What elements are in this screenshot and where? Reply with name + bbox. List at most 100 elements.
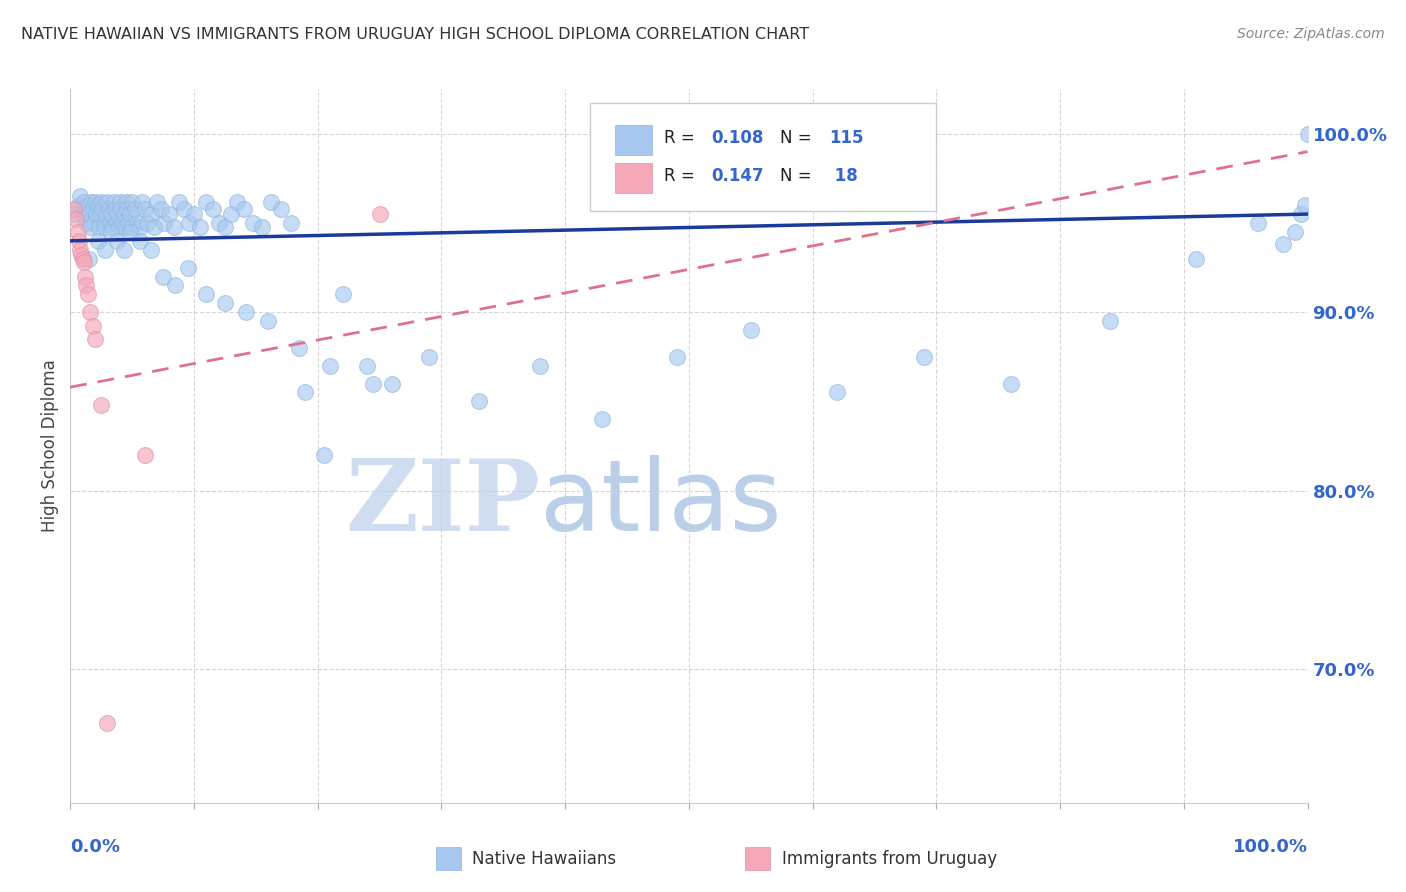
- Point: [226, 194, 249, 209]
- Point: [97, 202, 120, 216]
- Point: [128, 234, 150, 248]
- Point: [70, 248, 93, 262]
- Text: atlas: atlas: [540, 455, 782, 551]
- Point: [153, 216, 176, 230]
- Point: [69, 243, 91, 257]
- Point: [319, 359, 342, 373]
- Point: [73, 194, 96, 209]
- Point: [76, 198, 98, 212]
- Text: Native Hawaiians: Native Hawaiians: [472, 849, 617, 868]
- Point: [177, 216, 200, 230]
- Point: [250, 219, 273, 234]
- Point: [152, 269, 174, 284]
- Point: [96, 207, 118, 221]
- Point: [294, 385, 316, 400]
- Point: [195, 287, 218, 301]
- Point: [270, 202, 292, 216]
- Point: [86, 198, 108, 212]
- Point: [467, 394, 489, 409]
- Point: [139, 243, 162, 257]
- Point: [93, 216, 115, 230]
- Point: [100, 225, 122, 239]
- Point: [77, 207, 100, 221]
- Point: [912, 350, 935, 364]
- Point: [84, 194, 107, 209]
- Text: 0.108: 0.108: [711, 129, 763, 147]
- Point: [173, 202, 195, 216]
- Point: [1247, 216, 1270, 230]
- Point: [90, 194, 112, 209]
- Point: [75, 269, 97, 284]
- Point: [529, 359, 551, 373]
- Point: [219, 207, 242, 221]
- Point: [214, 296, 236, 310]
- Text: 0.147: 0.147: [711, 168, 763, 186]
- Text: Immigrants from Uruguay: Immigrants from Uruguay: [782, 849, 997, 868]
- Point: [146, 194, 169, 209]
- Point: [381, 376, 404, 391]
- Point: [63, 202, 86, 216]
- Point: [188, 219, 211, 234]
- Bar: [614, 162, 652, 193]
- Point: [83, 216, 105, 230]
- Point: [94, 243, 117, 257]
- Point: [75, 216, 97, 230]
- Point: [79, 305, 101, 319]
- Point: [288, 341, 311, 355]
- Point: [149, 202, 172, 216]
- Point: [94, 219, 117, 234]
- Point: [201, 202, 224, 216]
- Text: R =: R =: [664, 129, 700, 147]
- Point: [134, 448, 156, 462]
- Point: [114, 219, 136, 234]
- Point: [63, 207, 86, 221]
- Point: [110, 202, 132, 216]
- Point: [84, 332, 107, 346]
- Point: [105, 216, 128, 230]
- Point: [183, 207, 205, 221]
- Point: [118, 207, 141, 221]
- Point: [332, 287, 354, 301]
- Point: [117, 216, 139, 230]
- Point: [120, 219, 142, 234]
- Point: [75, 278, 97, 293]
- Point: [96, 715, 118, 730]
- Point: [1284, 225, 1306, 239]
- Point: [208, 216, 231, 230]
- Point: [139, 207, 162, 221]
- Bar: [614, 125, 652, 155]
- Point: [67, 198, 90, 212]
- Text: N =: N =: [780, 129, 817, 147]
- Point: [87, 219, 110, 234]
- Point: [101, 219, 124, 234]
- Point: [82, 319, 104, 334]
- FancyBboxPatch shape: [591, 103, 936, 211]
- Point: [105, 207, 128, 221]
- Point: [312, 448, 335, 462]
- Point: [73, 255, 96, 269]
- Point: [131, 194, 153, 209]
- Point: [368, 207, 391, 221]
- Point: [195, 194, 218, 209]
- Point: [115, 194, 138, 209]
- Point: [1098, 314, 1121, 328]
- Point: [91, 202, 114, 216]
- Point: [163, 219, 186, 234]
- Point: [80, 194, 103, 209]
- Point: [143, 219, 166, 234]
- Point: [167, 194, 190, 209]
- Point: [69, 189, 91, 203]
- Point: [260, 194, 283, 209]
- Point: [128, 219, 150, 234]
- Text: 0.0%: 0.0%: [70, 838, 121, 856]
- Text: 115: 115: [828, 129, 863, 147]
- Point: [111, 216, 134, 230]
- Point: [90, 398, 112, 412]
- Point: [740, 323, 762, 337]
- Point: [121, 194, 143, 209]
- Point: [112, 207, 135, 221]
- Text: N =: N =: [780, 168, 817, 186]
- Point: [89, 207, 111, 221]
- Point: [76, 287, 98, 301]
- Point: [214, 219, 236, 234]
